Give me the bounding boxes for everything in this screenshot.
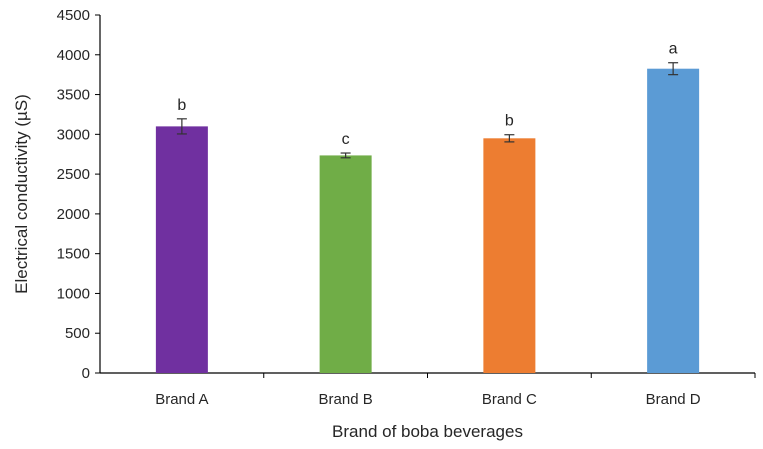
- x-axis: Brand A Brand B Brand C Brand D: [100, 372, 756, 408]
- x-tick-label: Brand B: [319, 391, 373, 408]
- y-tick-label: 1000: [57, 285, 90, 302]
- y-axis: 0 500 1000 1500 2000 2500 3000 3500 4000 4500: [57, 7, 101, 382]
- significance-label: b: [505, 113, 514, 130]
- x-tick-label: Brand D: [646, 391, 701, 408]
- significance-label: a: [669, 41, 678, 58]
- x-axis-title: Brand of boba beverages: [332, 422, 523, 441]
- y-tick-label: 1500: [57, 246, 90, 263]
- bars: b c b a: [155, 41, 700, 373]
- y-tick-label: 2000: [57, 206, 90, 223]
- bar-brand-a: [155, 126, 208, 373]
- bar-brand-d: [647, 68, 700, 373]
- x-tick-label: Brand A: [155, 391, 208, 408]
- y-tick-label: 3000: [57, 126, 90, 143]
- y-tick-label: 2500: [57, 166, 90, 183]
- bar-brand-c: [483, 138, 536, 373]
- significance-label: b: [177, 97, 186, 114]
- bar-brand-b: [319, 155, 372, 373]
- y-axis-title: Electrical conductivity (µS): [12, 94, 31, 294]
- y-tick-label: 3500: [57, 87, 90, 104]
- significance-label: c: [342, 131, 350, 148]
- y-tick-label: 0: [82, 365, 90, 382]
- y-tick-label: 500: [65, 325, 90, 342]
- x-tick-label: Brand C: [482, 391, 537, 408]
- y-tick-label: 4000: [57, 47, 90, 64]
- y-tick-label: 4500: [57, 7, 90, 24]
